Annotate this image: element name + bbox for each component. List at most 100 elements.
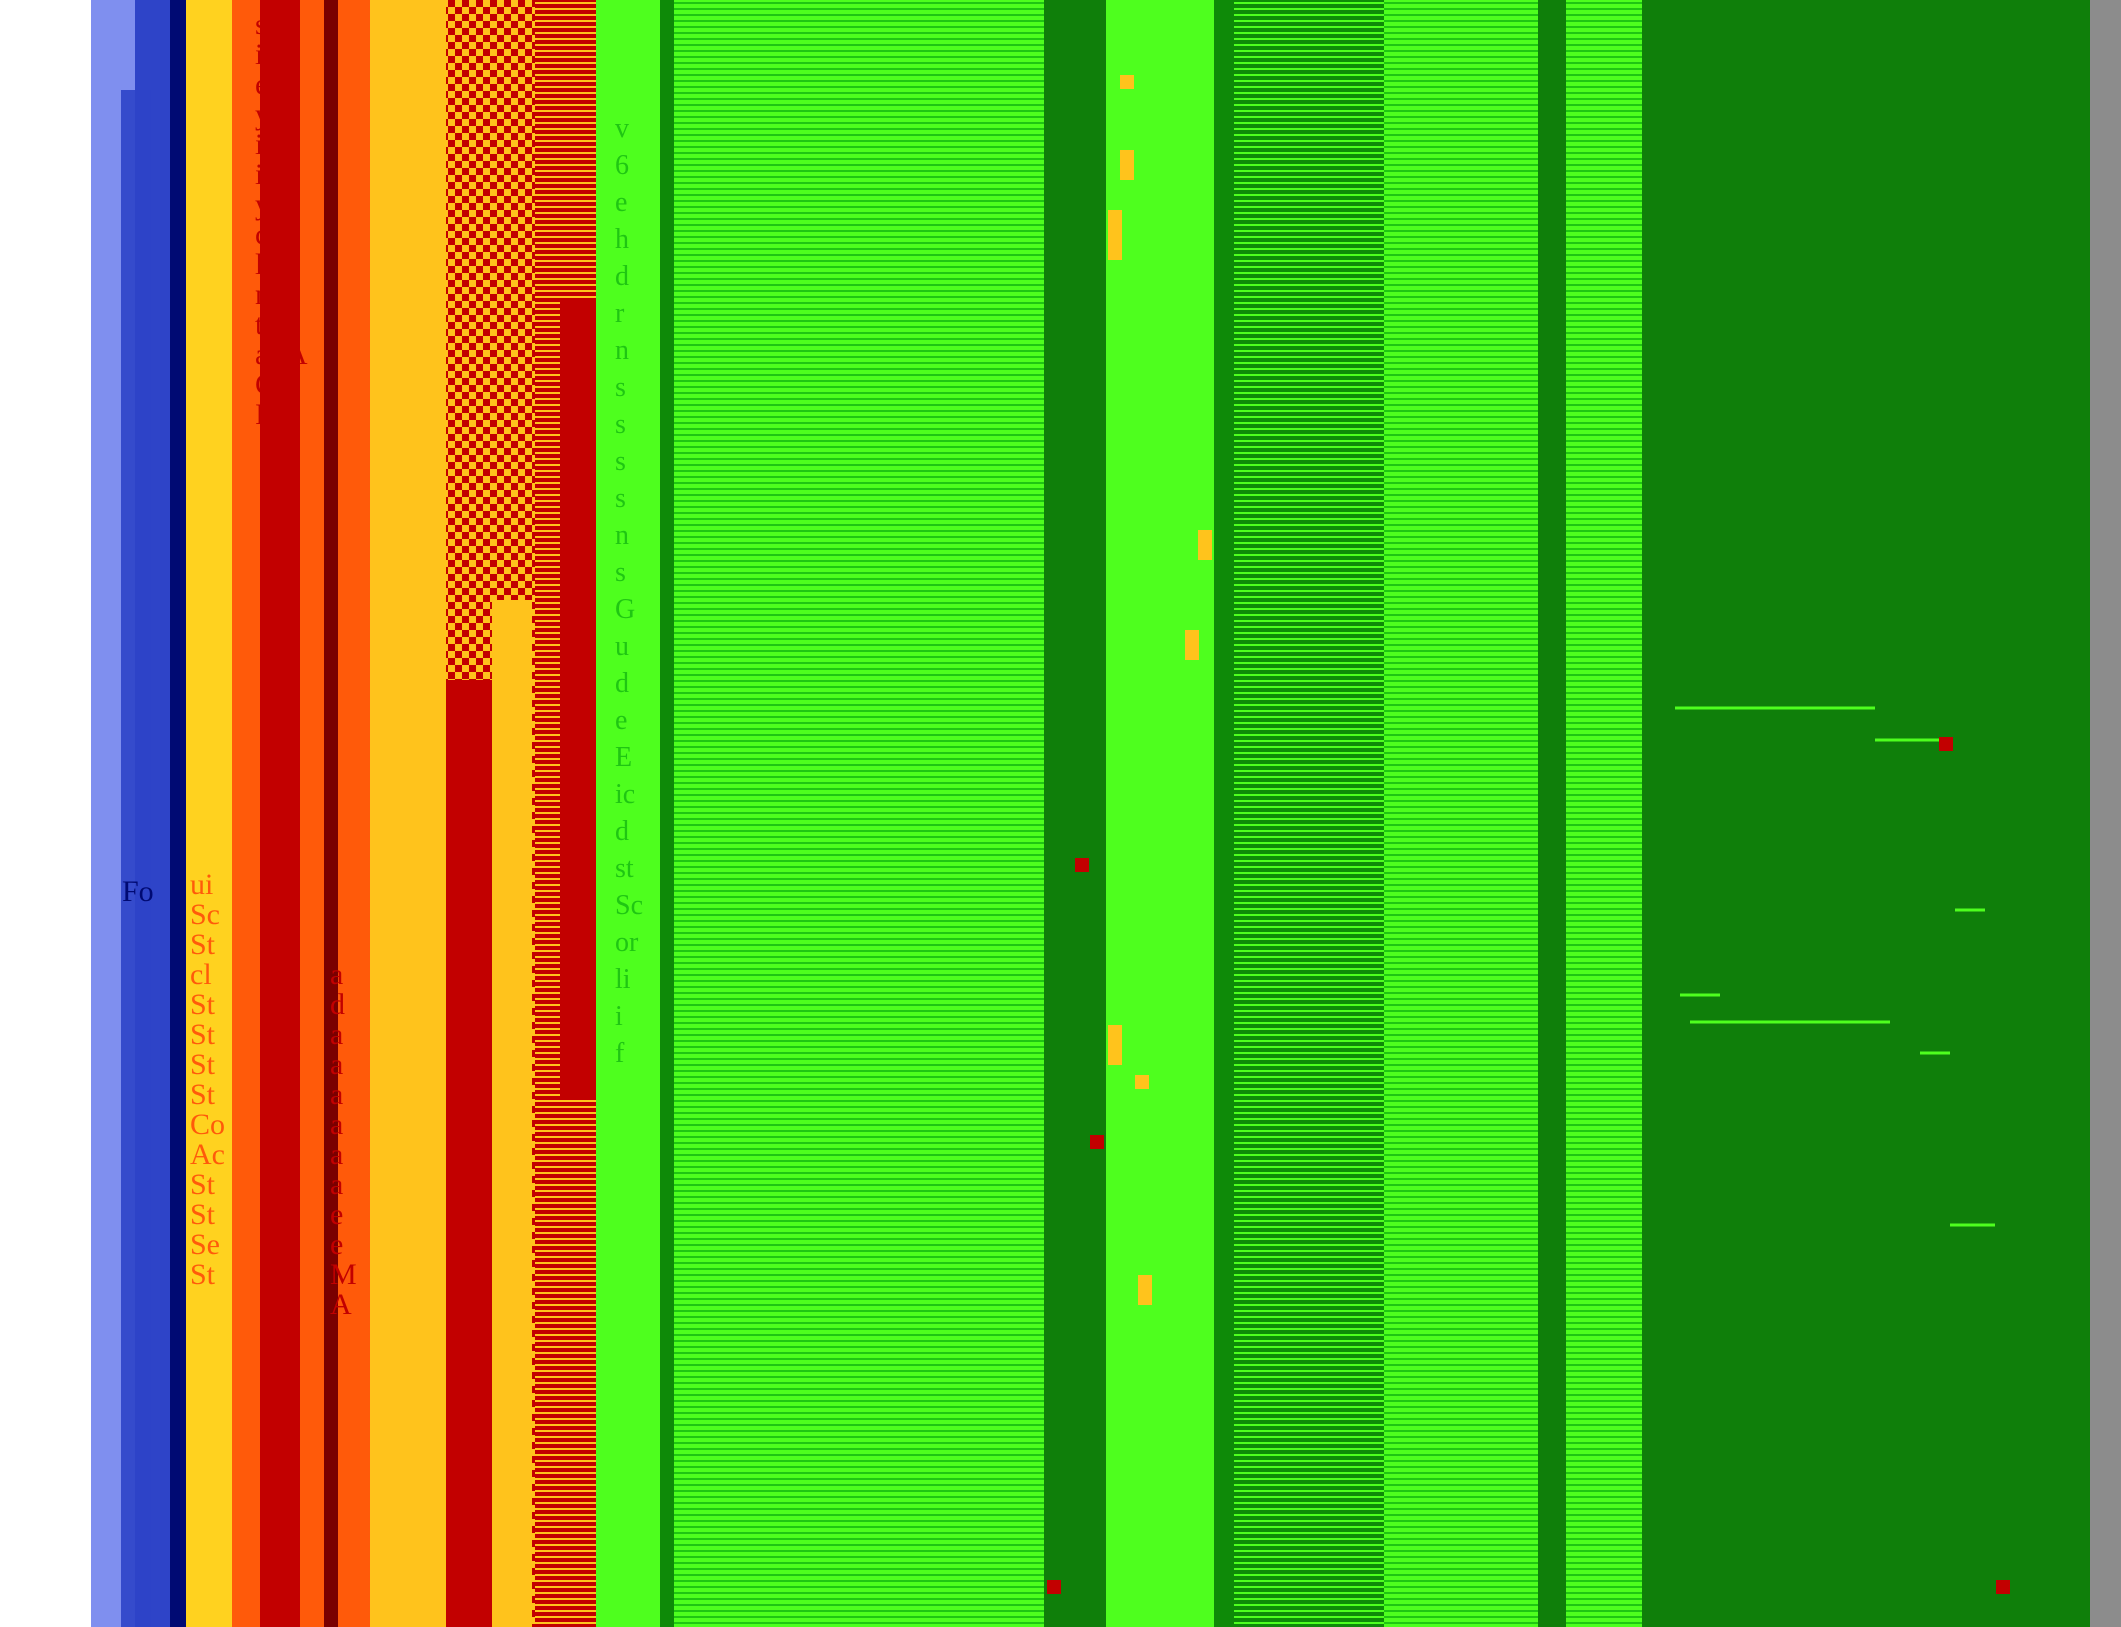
lower-fragment: Se (190, 1228, 220, 1261)
lower-fragment: St (190, 988, 216, 1021)
red-fragment: a (330, 1078, 344, 1111)
band-orange-2 (300, 0, 324, 1627)
band-forest-3 (1642, 0, 2090, 1627)
green-fragment: d (615, 261, 629, 292)
band-navy-edge (121, 90, 151, 1627)
red-fragment: e (330, 1228, 344, 1261)
band-forest-2 (1538, 0, 1566, 1627)
orange-fragment: er (255, 68, 279, 101)
lower-fragment: Sc (190, 898, 220, 931)
red-fragment: a (330, 1108, 344, 1141)
green-fragment: s (615, 446, 626, 477)
orange-fragment: In (255, 398, 280, 431)
lower-fragment: St (190, 1078, 216, 1111)
green-fragment: r (615, 298, 625, 329)
green-fragment: s (615, 372, 626, 403)
lower-orange-column-text: ui Sc St cl St St St St Co Ac St St Se S… (190, 870, 250, 1290)
green-fragment: s (615, 557, 626, 588)
lower-fragment: St (190, 928, 216, 961)
orange-fragment: as A (255, 338, 308, 371)
orange-fragment: ce (255, 218, 282, 251)
green-fragment: e (615, 187, 628, 218)
green-fragment: li (615, 964, 631, 995)
band-gold-inner (492, 600, 532, 1627)
lower-fragment: ui (190, 868, 214, 901)
green-fragment: E (615, 742, 633, 773)
red-fragment: a (330, 1138, 344, 1171)
green-fragment: or (615, 927, 639, 958)
left-caption: Fo (122, 875, 154, 908)
orange-fragment: nts (255, 278, 291, 311)
band-lime-3 (864, 0, 1044, 1627)
band-red-solid (446, 680, 496, 1627)
green-fragment: n (615, 520, 629, 551)
lower-fragment: St (190, 1168, 216, 1201)
lower-fragment: Ac (190, 1138, 225, 1171)
forest-lines (1675, 706, 1995, 1227)
band-darkgreen-1 (660, 0, 674, 1627)
orange-fragment: y (255, 98, 270, 131)
orange-fragment: ie (255, 38, 277, 71)
green-fragment: d (615, 668, 629, 699)
gold-markers (1108, 75, 1212, 1305)
band-forest-1 (1044, 0, 1106, 1627)
band-lime-5 (1384, 0, 1538, 1627)
orange-fragment: s A (255, 8, 295, 41)
orange-fragment: y (255, 188, 270, 221)
band-gold (370, 0, 446, 1627)
green-fragment: s (615, 409, 626, 440)
band-lime-1 (596, 0, 660, 1627)
red-column-text: a d a a a a a a e e M A (330, 960, 370, 1320)
green-fragment: d (615, 816, 629, 847)
lower-fragment: St (190, 1018, 216, 1051)
band-red (260, 0, 300, 1627)
lower-fragment: cl (190, 958, 212, 991)
green-fragment: Sc (615, 890, 643, 921)
green-fragment: 6 (615, 150, 629, 181)
band-darkred (324, 0, 338, 1627)
lower-fragment: Co (190, 1108, 226, 1141)
band-lime-4 (1106, 0, 1214, 1627)
red-fragment: a (330, 1018, 344, 1051)
lower-fragment: St (190, 1258, 216, 1291)
green-fragment: s (615, 483, 626, 514)
red-markers (1047, 737, 2010, 1594)
red-fragment: a (330, 1168, 344, 1201)
band-gray (2090, 0, 2121, 1627)
lower-fragment: St (190, 1198, 216, 1231)
band-darkgreen-3 (1234, 0, 1384, 1627)
green-column-text: v 6 e h d r n s s s s n s G u d e E ic d… (615, 110, 655, 1072)
orange-column-text: s A ie er y ic ic y ce lo nts ta as A GP… (255, 10, 345, 430)
band-lime-6 (1566, 0, 1642, 1627)
band-orange (232, 0, 260, 1627)
orange-fragment: GP (255, 368, 294, 401)
orange-fragment: lo (255, 248, 279, 281)
band-yellow (186, 0, 232, 1627)
green-fragment: h (615, 224, 629, 255)
green-fragment: ic (615, 779, 636, 810)
red-fragment: a (330, 1048, 344, 1081)
band-darkgreen-2 (1214, 0, 1234, 1627)
band-orange-3 (338, 0, 370, 1627)
red-fragment: e (330, 1198, 344, 1231)
red-fragment: M (330, 1258, 357, 1291)
band-lime-2 (674, 0, 864, 1627)
green-fragment: e (615, 705, 628, 736)
lower-fragment: St (190, 1048, 216, 1081)
red-fragment: A (330, 1288, 352, 1321)
band-navy (170, 0, 186, 1627)
green-fragment: v (615, 113, 629, 144)
green-fragment: n (615, 335, 629, 366)
band-red-right-solid (560, 300, 596, 1100)
red-fragment: d (330, 988, 345, 1021)
orange-fragment: ta (255, 308, 277, 341)
orange-fragment: ic (255, 158, 277, 191)
orange-fragment: ic (255, 128, 277, 161)
red-fragment: a (330, 958, 344, 991)
green-fragment: st (615, 853, 634, 884)
green-fragment: i (615, 1001, 623, 1032)
green-fragment: G (615, 594, 636, 625)
green-fragment: f (615, 1038, 625, 1069)
green-fragment: u (615, 631, 629, 662)
